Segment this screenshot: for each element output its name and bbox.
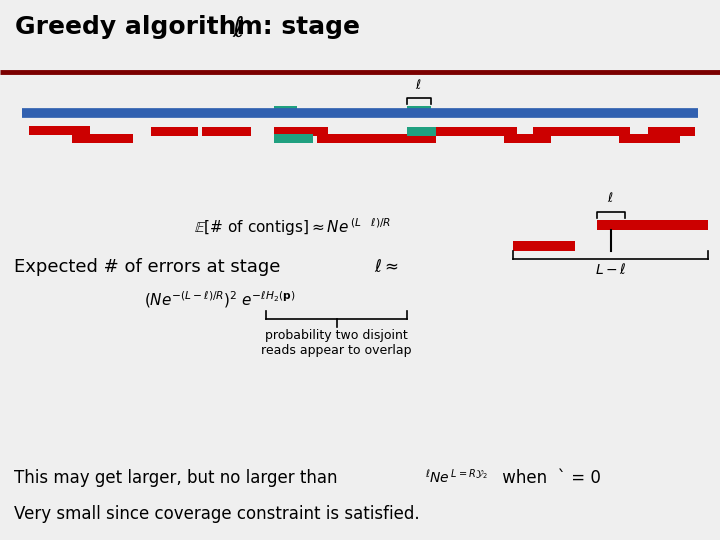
Bar <box>513 241 575 251</box>
Bar <box>374 134 436 143</box>
Text: $\ell$: $\ell$ <box>415 78 422 92</box>
Bar <box>274 134 313 143</box>
Text: $\ell$: $\ell$ <box>232 15 244 43</box>
Text: ${}^{\ell}Ne^{\,L=R}{}^{\mathcal{Y}_2}$: ${}^{\ell}Ne^{\,L=R}{}^{\mathcal{Y}_2}$ <box>425 467 487 485</box>
Text: $\mathbb{E}[\#\ \mathrm{of\ contigs}] \approx Ne^{\,(L\ \ \ \ell)/R}$: $\mathbb{E}[\#\ \mathrm{of\ contigs}] \a… <box>194 216 392 238</box>
Bar <box>274 106 297 117</box>
Bar <box>317 134 400 143</box>
Bar <box>410 127 472 136</box>
Text: $\ell$: $\ell$ <box>607 192 614 206</box>
Text: $(Ne^{-(L-\ell)/R})^2\ e^{-\ell H_2(\mathbf{p})}$: $(Ne^{-(L-\ell)/R})^2\ e^{-\ell H_2(\mat… <box>144 289 295 310</box>
Bar <box>274 127 328 136</box>
Bar <box>533 127 601 136</box>
Bar <box>504 134 551 143</box>
Text: This may get larger, but no larger than: This may get larger, but no larger than <box>14 469 343 487</box>
Text: $L - \ell$: $L - \ell$ <box>595 262 626 277</box>
Bar <box>648 127 695 136</box>
Text: Greedy algorithm: stage: Greedy algorithm: stage <box>15 15 369 39</box>
Bar <box>29 126 90 135</box>
Text: probability two disjoint
reads appear to overlap: probability two disjoint reads appear to… <box>261 329 412 356</box>
Text: Very small since coverage constraint is satisfied.: Very small since coverage constraint is … <box>14 505 420 523</box>
Text: when  ` = 0: when ` = 0 <box>497 469 600 487</box>
Bar <box>407 127 436 136</box>
Bar <box>407 106 431 117</box>
Bar <box>151 127 198 136</box>
Text: Expected # of errors at stage: Expected # of errors at stage <box>14 258 287 276</box>
Bar <box>72 134 133 143</box>
Bar <box>454 127 517 136</box>
Bar <box>576 127 630 136</box>
Bar <box>597 219 708 230</box>
Bar <box>619 134 680 143</box>
Text: $\ell \approx$: $\ell \approx$ <box>374 258 399 276</box>
Bar <box>202 127 251 136</box>
